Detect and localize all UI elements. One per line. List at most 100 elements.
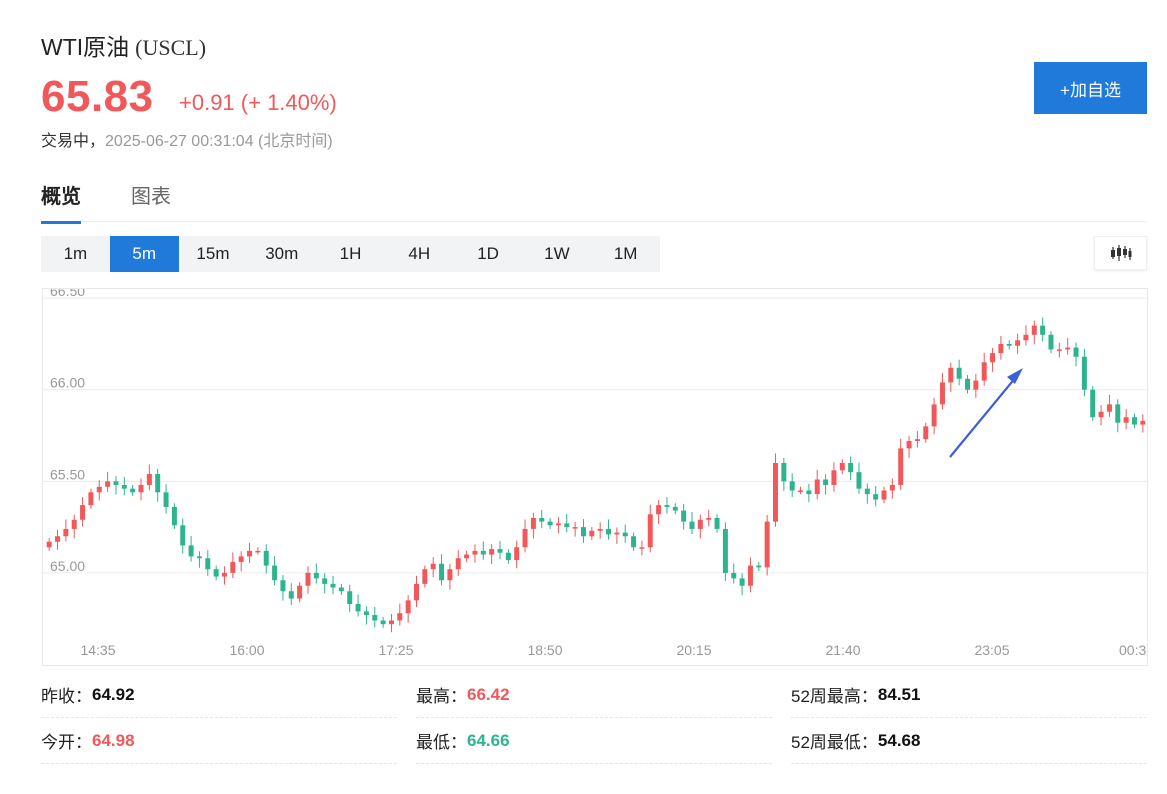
candle — [831, 462, 837, 492]
candle — [764, 515, 770, 576]
candle — [772, 453, 778, 527]
period-1d[interactable]: 1D — [477, 244, 499, 263]
x-tick-label: 23:05 — [974, 642, 1009, 658]
stat-prev-close: 昨收： 64.92 — [41, 672, 397, 718]
candle — [756, 561, 762, 572]
candle — [631, 532, 637, 551]
candle — [497, 541, 503, 560]
candle — [130, 484, 136, 496]
candle — [647, 504, 653, 553]
candle — [221, 566, 227, 585]
candle — [46, 538, 52, 551]
x-tick-label: 16:00 — [229, 642, 264, 658]
instrument-name: WTI原油 — [41, 34, 130, 60]
candle — [806, 483, 812, 503]
stat-open: 今开： 64.98 — [41, 718, 397, 764]
stat-value: 64.98 — [92, 730, 135, 750]
stat-label: 昨收： — [41, 687, 92, 706]
x-tick-label: 18:50 — [527, 642, 562, 658]
candle — [155, 468, 161, 502]
current-price: 65.83 — [41, 72, 154, 121]
candle — [213, 565, 219, 581]
candle — [347, 584, 353, 613]
candle — [664, 497, 670, 514]
candle — [789, 473, 795, 498]
period-1mo[interactable]: 1M — [613, 244, 638, 263]
period-1w[interactable]: 1W — [544, 244, 570, 263]
candle — [689, 512, 695, 535]
candle — [522, 519, 528, 553]
candle — [388, 613, 394, 633]
stat-value: 64.66 — [467, 730, 510, 750]
period-15m[interactable]: 15m — [196, 244, 230, 263]
candle — [63, 519, 69, 542]
candle — [55, 529, 61, 550]
candle — [439, 554, 445, 586]
candle — [297, 582, 303, 603]
candle — [146, 464, 152, 491]
candle — [188, 535, 194, 562]
candle — [606, 519, 612, 540]
candle — [464, 550, 470, 562]
candle — [1031, 320, 1037, 345]
x-tick-label: 21:40 — [825, 642, 860, 658]
price-change: +0.91 (+ 1.40%) — [179, 90, 337, 115]
candle — [472, 544, 478, 563]
candle — [196, 551, 202, 568]
candle — [848, 456, 854, 481]
candle — [864, 483, 870, 504]
period-5m[interactable]: 5m — [109, 236, 179, 272]
candle — [1098, 405, 1104, 426]
tab-overview[interactable]: 概览 — [41, 180, 81, 224]
candle — [939, 372, 945, 410]
period-1h[interactable]: 1H — [339, 244, 362, 263]
candle — [180, 518, 186, 554]
candle — [330, 575, 336, 595]
candle — [1081, 348, 1087, 397]
candle — [798, 486, 804, 495]
chart-type-button[interactable] — [1094, 236, 1147, 270]
candle — [697, 514, 703, 539]
candle — [856, 462, 862, 494]
candle — [564, 513, 570, 533]
trend-arrow — [949, 368, 1023, 458]
candle — [589, 527, 595, 540]
candle — [163, 484, 169, 514]
period-selector: 1m 5m 15m 30m 1H 4H 1D 1W 1M — [41, 236, 660, 272]
stat-52w-low: 52周最低： 54.68 — [791, 718, 1147, 764]
candle — [906, 435, 912, 458]
candlestick-chart[interactable]: 66.50 66.00 65.50 65.00 14:35 16:00 17:25 18:5… — [42, 288, 1148, 666]
stat-label: 52周最低： — [791, 733, 878, 752]
stat-label: 最低： — [416, 733, 467, 752]
candle — [1048, 331, 1054, 354]
stat-value: 64.92 — [92, 684, 135, 704]
x-tick-label: 17:25 — [378, 642, 413, 658]
candle — [171, 503, 177, 529]
candle — [814, 469, 820, 500]
candle — [489, 543, 495, 565]
candle — [422, 565, 428, 588]
candle — [547, 517, 553, 529]
candle — [288, 583, 294, 606]
candle — [823, 474, 829, 495]
period-30m[interactable]: 30m — [265, 244, 299, 263]
candle — [447, 564, 453, 590]
candle — [313, 563, 319, 584]
candle — [1065, 338, 1071, 355]
stat-high: 最高： 66.42 — [416, 672, 772, 718]
candle — [205, 550, 211, 576]
y-tick-label: 66.00 — [50, 375, 85, 391]
candlestick-icon — [1110, 245, 1131, 261]
period-1m[interactable]: 1m — [63, 244, 88, 263]
period-4h[interactable]: 4H — [408, 244, 431, 263]
candle — [1015, 333, 1021, 354]
candle — [1090, 386, 1096, 421]
add-watchlist-button[interactable]: +加自选 — [1034, 62, 1147, 114]
candle — [739, 573, 745, 596]
tab-chart[interactable]: 图表 — [131, 186, 171, 208]
candle — [555, 516, 561, 534]
candle — [322, 573, 328, 594]
candle — [539, 509, 545, 529]
candle — [990, 347, 996, 372]
candle — [1115, 399, 1121, 433]
